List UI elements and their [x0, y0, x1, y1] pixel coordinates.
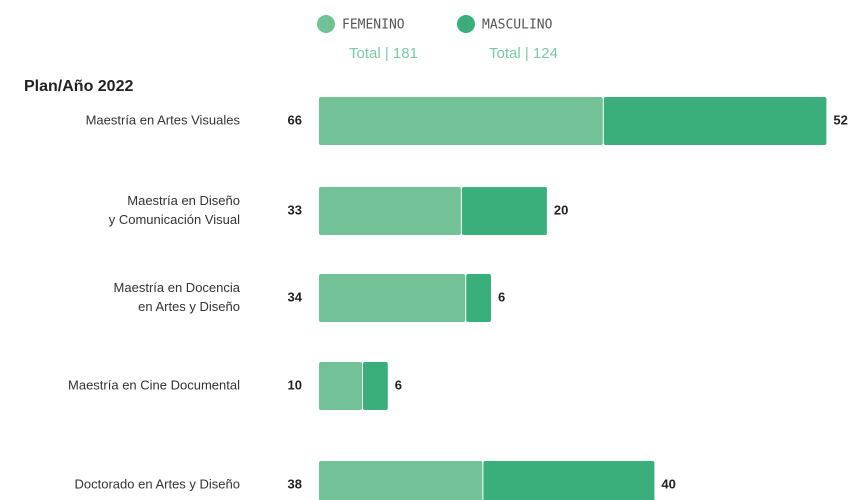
value-label: 38: [288, 476, 302, 491]
legend-label: MASCULINO: [482, 18, 553, 33]
bar-segment: [461, 187, 547, 235]
bar-segment: [319, 274, 466, 322]
category-label: en Artes y Diseño: [138, 299, 240, 314]
category-label: y Comunicación Visual: [109, 212, 240, 227]
category-label: Maestría en Artes Visuales: [86, 112, 241, 127]
legend-label: FEMENINO: [342, 18, 405, 33]
bar-segment: [363, 362, 388, 410]
value-label: 10: [288, 377, 302, 392]
legend-swatch: [457, 15, 475, 33]
category-label: Maestría en Docencia: [114, 280, 241, 295]
value-label: 40: [661, 476, 675, 491]
category-label: Doctorado en Artes y Diseño: [75, 476, 240, 491]
bar-segment: [466, 274, 491, 322]
legend-total: Total | 124: [489, 45, 558, 62]
category-label: Maestría en Cine Documental: [68, 377, 240, 392]
chart-title: Plan/Año 2022: [24, 78, 133, 95]
value-label: 6: [395, 377, 402, 392]
bar-segment: [319, 187, 461, 235]
value-label: 33: [288, 202, 302, 217]
bar-segment: [483, 461, 655, 500]
value-label: 20: [554, 202, 568, 217]
bar-segment: [319, 97, 603, 145]
value-label: 66: [288, 112, 302, 127]
legend-total: Total | 181: [349, 45, 418, 62]
legend-swatch: [317, 15, 335, 33]
bar-segment: [603, 97, 827, 145]
category-label: Maestría en Diseño: [127, 193, 240, 208]
value-label: 34: [288, 289, 303, 304]
bar-segment: [319, 362, 362, 410]
bar-segment: [319, 461, 483, 500]
value-label: 52: [833, 112, 847, 127]
value-label: 6: [498, 289, 505, 304]
